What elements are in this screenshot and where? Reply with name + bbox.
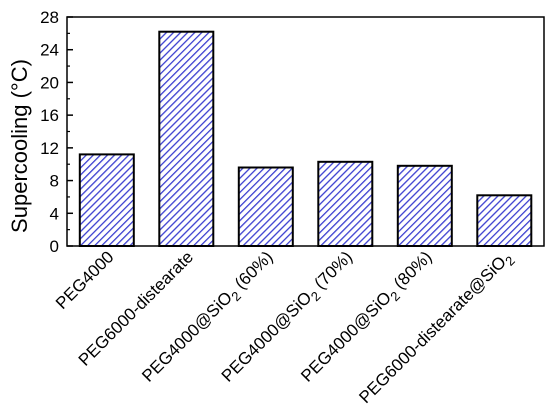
- x-tick-label: PEG6000-distearate@SiO2: [355, 247, 518, 410]
- y-tick-label: 20: [40, 73, 59, 92]
- x-tick-label: PEG4000@SiO2 (60%): [138, 247, 279, 388]
- y-tick-label: 12: [40, 139, 59, 158]
- x-tick-label: PEG4000@SiO2 (80%): [297, 247, 438, 388]
- y-tick-label: 4: [50, 204, 59, 223]
- plot-frame: [66, 16, 545, 247]
- y-axis-title: Supercooling (°C): [7, 59, 32, 233]
- bar-0: [78, 153, 135, 247]
- bar-4: [396, 164, 453, 247]
- bar-2: [237, 166, 294, 247]
- y-tick-label: 16: [40, 106, 59, 125]
- x-tick-label: PEG4000: [52, 247, 118, 313]
- plot-area: 0481216202428PEG4000PEG6000-distearatePE…: [40, 8, 545, 410]
- y-tick-label: 8: [50, 172, 59, 191]
- bar-5: [476, 194, 533, 248]
- y-tick-label: 0: [50, 237, 59, 256]
- bar-3: [317, 160, 374, 247]
- y-tick-label: 28: [40, 8, 59, 27]
- bar-1: [158, 30, 215, 248]
- x-tick-label: PEG4000@SiO2 (70%): [218, 247, 359, 388]
- y-tick-label: 24: [40, 41, 59, 60]
